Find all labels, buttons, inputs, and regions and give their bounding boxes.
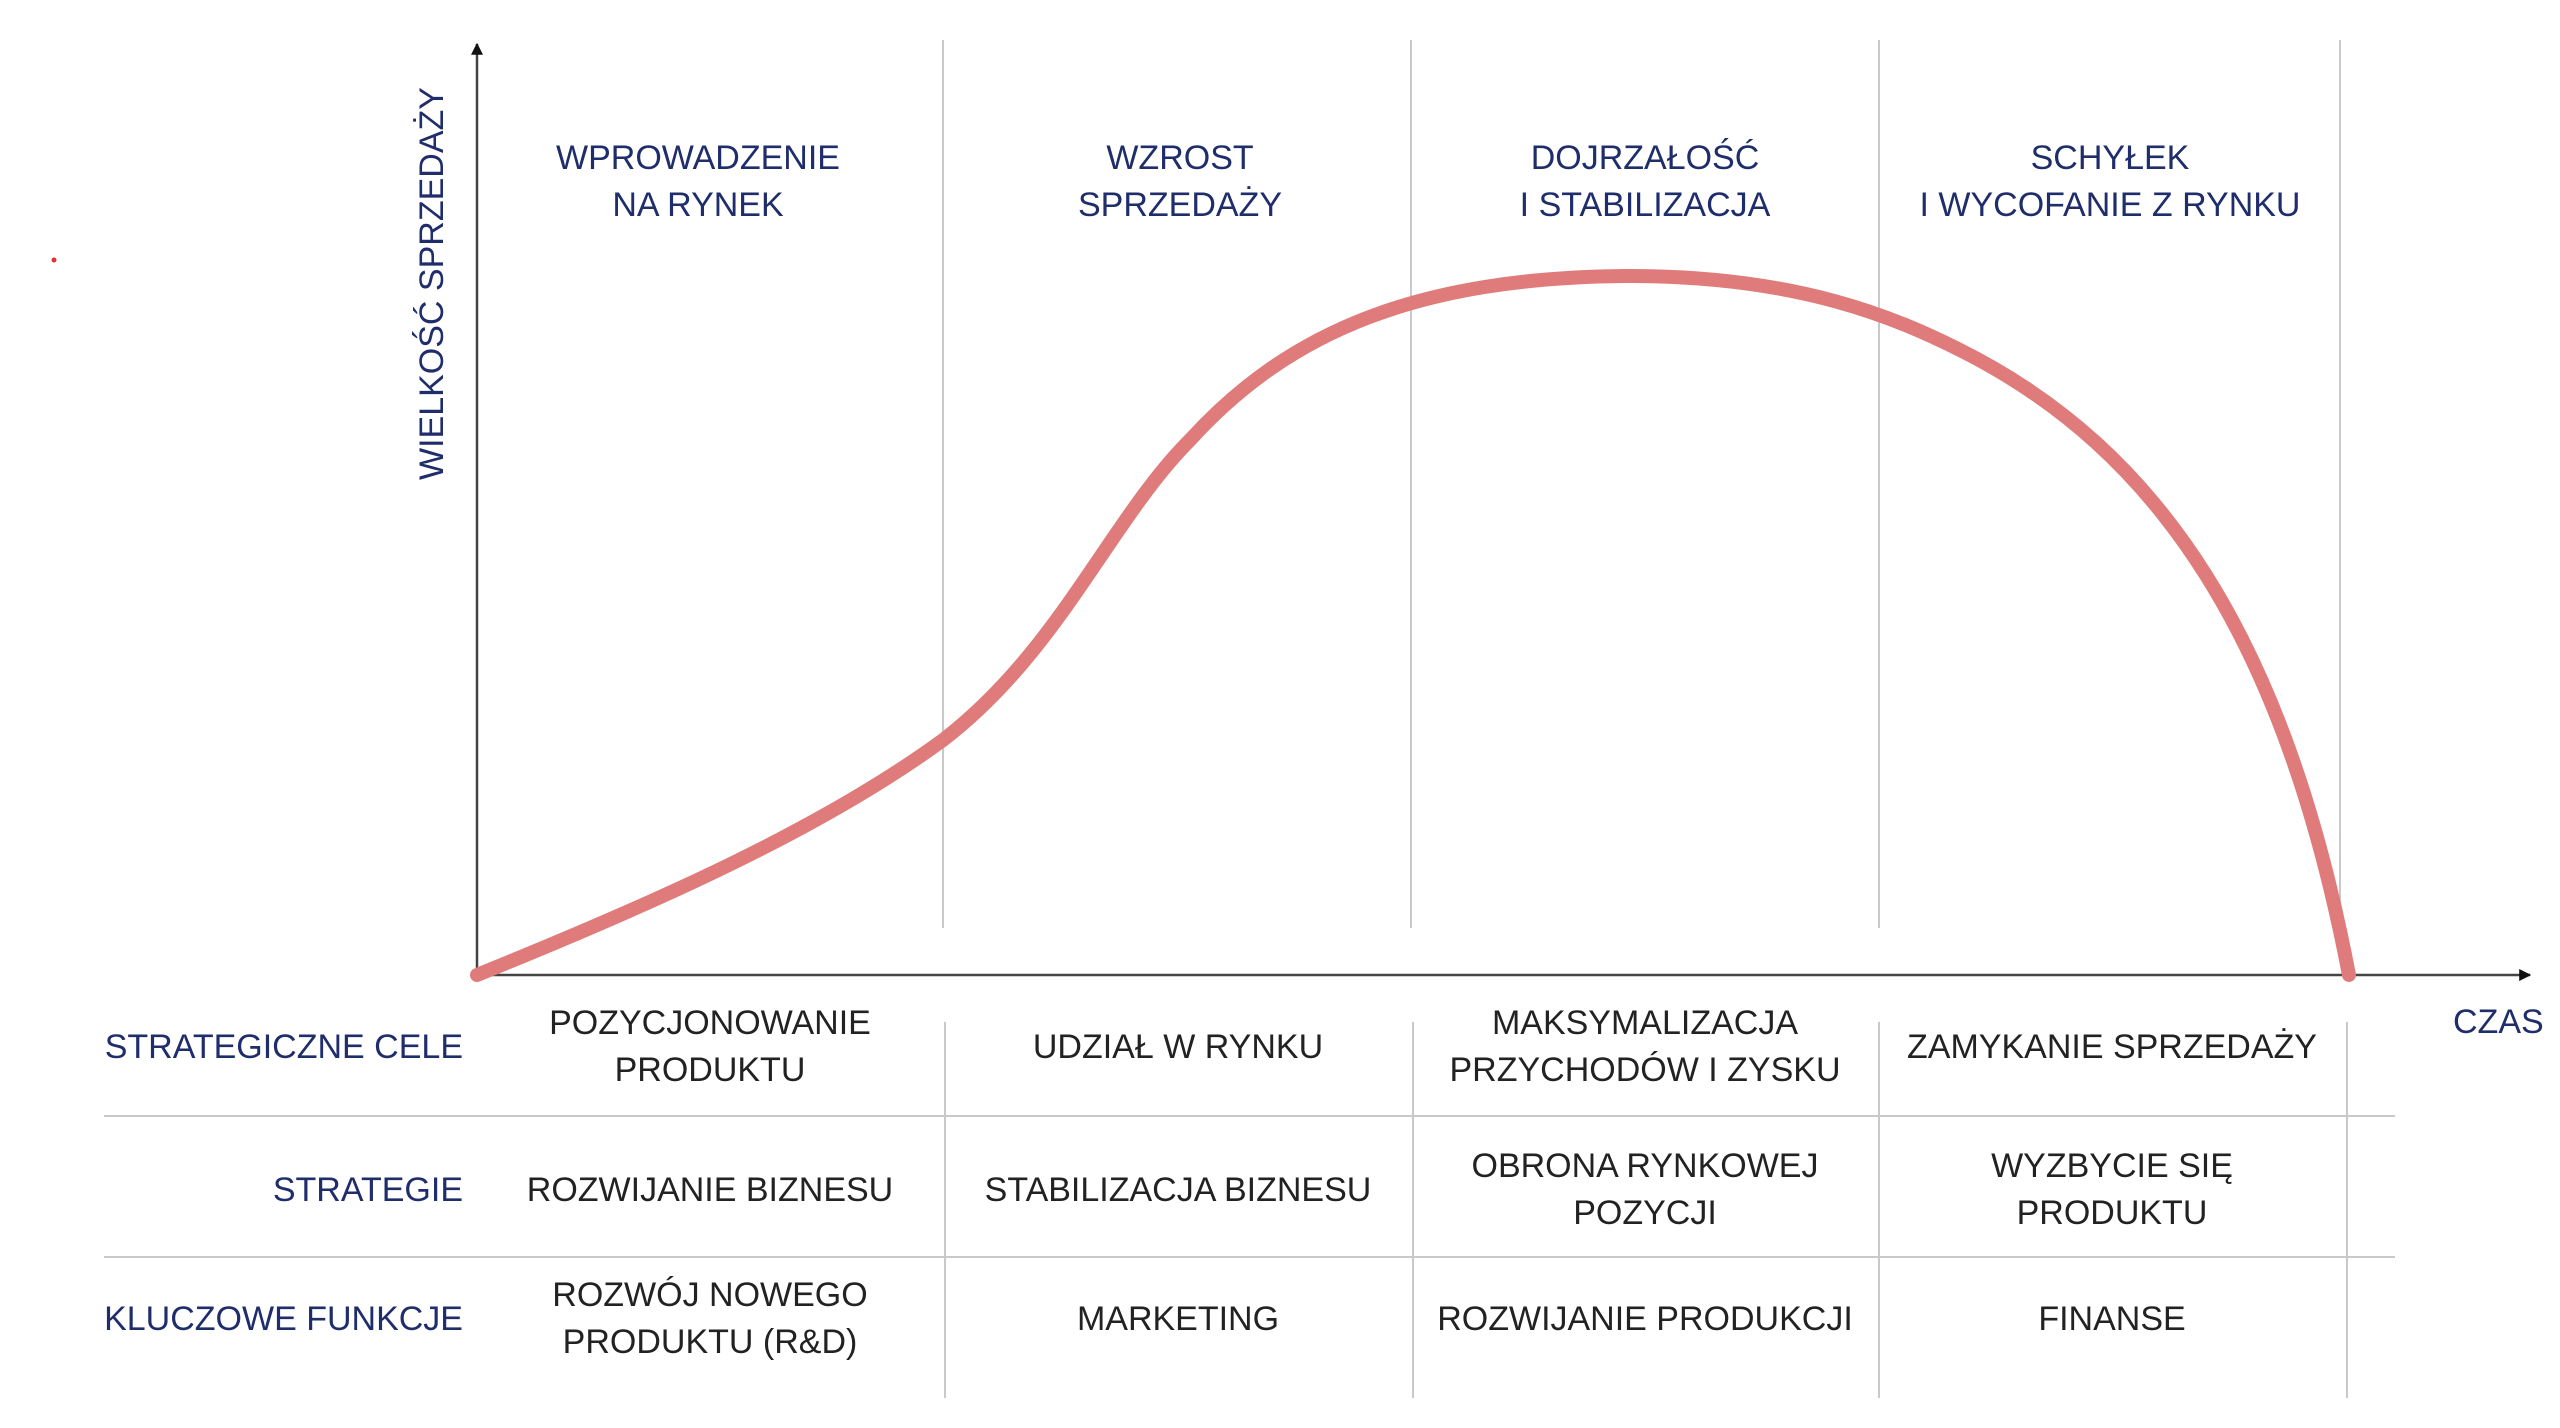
table-cell: MAKSYMALIZACJA xyxy=(1492,1004,1798,1042)
phase-title-growth: WZROST SPRZEDAŻY xyxy=(1078,139,1282,224)
table-cell: ROZWÓJ NOWEGO xyxy=(552,1276,867,1314)
phase-title-line1: DOJRZAŁOŚĆ xyxy=(1531,138,1760,177)
phase-title-maturity: DOJRZAŁOŚĆ I STABILIZACJA xyxy=(1520,138,1771,224)
phase-title-introduction: WPROWADZENIE NA RYNEK xyxy=(556,139,840,224)
phase-title-decline: SCHYŁEK I WYCOFANIE Z RYNKU xyxy=(1920,139,2301,224)
phase-title-line1: SCHYŁEK xyxy=(2031,139,2190,177)
table-row-key-functions: ROZWÓJ NOWEGO PRODUKTU (R&D) MARKETING R… xyxy=(552,1276,2185,1361)
table-row-strategic-goals: POZYCJONOWANIE PRODUKTU UDZIAŁ W RYNKU M… xyxy=(549,1004,2317,1089)
phase-title-line2: I STABILIZACJA xyxy=(1520,186,1771,224)
y-axis-label: WIELKOŚĆ SPRZEDAŻY xyxy=(412,87,451,480)
phase-title-line2: I WYCOFANIE Z RYNKU xyxy=(1920,186,2301,224)
table-cell: ROZWIJANIE BIZNESU xyxy=(527,1171,893,1209)
row-label-key-functions: KLUCZOWE FUNKCJE xyxy=(104,1300,463,1338)
table-cell: POZYCJI xyxy=(1573,1194,1717,1232)
phase-title-line1: WZROST xyxy=(1106,139,1253,177)
table-cell: FINANSE xyxy=(2038,1300,2185,1338)
table-cell: STABILIZACJA BIZNESU xyxy=(985,1171,1372,1209)
sales-curve xyxy=(470,268,2356,982)
phase-title-line1: WPROWADZENIE xyxy=(556,139,840,177)
table-cell: MARKETING xyxy=(1077,1300,1279,1338)
table-cell: ZAMYKANIE SPRZEDAŻY xyxy=(1907,1028,2317,1066)
phase-title-line2: NA RYNEK xyxy=(612,186,784,224)
table-cell: POZYCJONOWANIE xyxy=(549,1004,871,1042)
row-label-strategic-goals: STRATEGICZNE CELE xyxy=(105,1028,463,1066)
x-axis-label: CZAS xyxy=(2453,1003,2544,1041)
table-cell: WYZBYCIE SIĘ xyxy=(1991,1147,2233,1185)
table-cell: ROZWIJANIE PRODUKCJI xyxy=(1437,1300,1853,1338)
stray-dot xyxy=(51,257,57,263)
table-row-strategies: ROZWIJANIE BIZNESU STABILIZACJA BIZNESU … xyxy=(527,1147,2233,1232)
phase-title-line2: SPRZEDAŻY xyxy=(1078,186,1282,224)
table-cell: PRODUKTU (R&D) xyxy=(563,1323,858,1361)
table-cell: PRODUKTU xyxy=(2017,1194,2208,1232)
table-cell: PRZYCHODÓW I ZYSKU xyxy=(1449,1051,1840,1089)
table-cell: PRODUKTU xyxy=(615,1051,806,1089)
table-cell: OBRONA RYNKOWEJ xyxy=(1472,1147,1819,1185)
table-cell: UDZIAŁ W RYNKU xyxy=(1033,1028,1323,1066)
row-label-strategies: STRATEGIE xyxy=(273,1171,463,1209)
